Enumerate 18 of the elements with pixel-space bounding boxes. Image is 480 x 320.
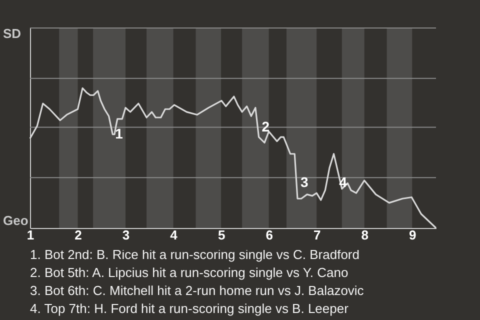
x-tick-label: 9 bbox=[409, 228, 416, 242]
x-tick-label: 8 bbox=[361, 228, 368, 242]
text: 3. Bot 6th: C. Mitchell hit a 2-run home run vs J. Balazovic bbox=[30, 282, 365, 300]
x-tick-label: 7 bbox=[313, 228, 321, 242]
text: 1. Bot 2nd: B. Rice hit a run-scoring single vs C. Bradford bbox=[30, 246, 360, 264]
x-tick-label: 2 bbox=[74, 228, 82, 242]
text: 2. Bot 5th: A. Lipcius hit a run-scoring single vs Y. Cano bbox=[30, 264, 350, 282]
text: Geo bbox=[3, 213, 28, 228]
x-tick-label: 6 bbox=[266, 228, 273, 242]
x-tick-label: 3 bbox=[122, 228, 130, 242]
text: SD bbox=[3, 26, 22, 41]
x-tick-label: 4 bbox=[170, 228, 178, 242]
annotation: 2 bbox=[262, 118, 270, 134]
annotation: 3 bbox=[300, 174, 308, 190]
annotation: 1 bbox=[115, 125, 124, 142]
x-tick-label: 1 bbox=[26, 228, 34, 242]
x-tick-label: 5 bbox=[218, 228, 226, 242]
text: 4. Top 7th: H. Ford hit a run-scoring single vs B. Leeper bbox=[30, 300, 350, 318]
